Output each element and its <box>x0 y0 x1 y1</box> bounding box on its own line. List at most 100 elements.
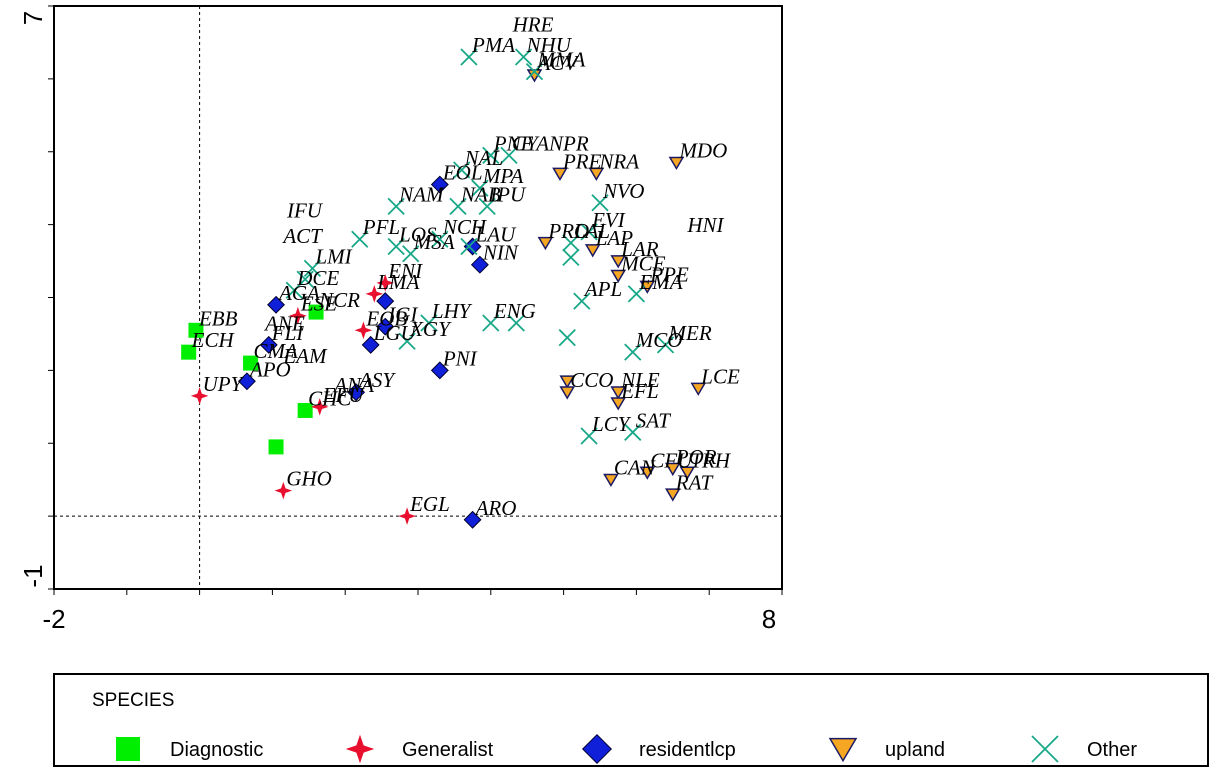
diagnostic-point-marker <box>188 322 204 338</box>
generalist-point-marker <box>190 387 209 405</box>
point-label: MPA <box>482 164 524 188</box>
resident-point-marker <box>463 510 482 529</box>
point-label: LCE <box>700 365 740 389</box>
point-label: IFU <box>286 198 324 222</box>
upland-point-marker <box>664 462 681 477</box>
resident-point-marker <box>376 292 395 311</box>
other-point-marker <box>514 48 533 66</box>
point-label: EOL <box>442 161 483 185</box>
point-label: CMA <box>254 339 299 363</box>
point-label: TRH <box>690 448 732 472</box>
other-point-marker <box>387 197 405 216</box>
point-label: ESE <box>300 292 337 316</box>
upland-point-marker <box>584 244 601 258</box>
other-point-marker <box>471 179 489 197</box>
point-label: PRO <box>547 219 589 243</box>
point-label: LAL <box>573 219 610 243</box>
upland-point-marker <box>537 236 554 251</box>
data-points <box>181 48 707 529</box>
point-label: ACT <box>281 224 323 248</box>
point-label: ENI <box>387 259 423 283</box>
generalist-point-marker <box>274 481 293 500</box>
legend-label-resident: residentlcp <box>639 739 736 761</box>
point-label: CYANPR <box>512 131 589 155</box>
resident-point-marker <box>430 175 449 194</box>
point-label: GHO <box>286 467 332 491</box>
legend-label-upland: upland <box>885 739 945 761</box>
upland-point-marker <box>690 382 707 396</box>
upland-point-marker <box>679 466 696 480</box>
x-tick-label-min: -2 <box>42 604 65 634</box>
upland-point-marker <box>639 466 656 480</box>
other-point-marker <box>431 230 449 248</box>
point-label: POR <box>675 445 717 469</box>
legend-marker-other <box>1031 735 1059 763</box>
legend-marker-diagnostic <box>116 737 140 761</box>
resident-point-marker <box>347 383 366 402</box>
point-label: NAL <box>464 146 504 170</box>
point-label: PFL <box>362 215 400 239</box>
upland-point-marker <box>668 156 685 171</box>
point-label: EFU <box>322 383 366 407</box>
resident-point-marker <box>259 335 278 354</box>
other-point-marker <box>624 343 642 361</box>
other-point-marker <box>285 281 303 299</box>
other-point-marker <box>387 237 405 256</box>
y-tick-label-max: 7 <box>18 11 48 25</box>
legend-marker-resident <box>581 733 613 765</box>
y-tick-label-min: -1 <box>18 564 48 587</box>
diagnostic-point-marker <box>297 402 313 418</box>
point-label: AGA <box>277 281 320 305</box>
point-label: CHC <box>308 386 352 410</box>
point-label: NAB <box>460 182 501 206</box>
other-point-marker <box>449 197 467 216</box>
point-label: PMA <box>471 33 515 57</box>
other-point-marker <box>627 285 646 303</box>
legend: SPECIES Diagnostic Generalist residentlcp u… <box>53 673 1209 767</box>
point-label: LHY <box>431 299 473 323</box>
other-point-marker <box>482 314 500 332</box>
other-point-marker <box>460 237 478 256</box>
point-label: IGI <box>387 303 418 327</box>
upland-point-marker <box>610 255 627 269</box>
other-point-marker <box>562 248 580 267</box>
point-label: EGL <box>409 492 450 516</box>
point-label: EMA <box>638 270 682 294</box>
other-point-marker <box>351 230 369 248</box>
resident-point-marker <box>267 295 285 314</box>
generalist-point-marker <box>310 398 329 416</box>
point-label: UPY <box>203 372 245 396</box>
point-label: NLE <box>620 368 660 392</box>
point-label: APO <box>248 357 291 381</box>
point-label: PPE <box>649 263 689 287</box>
point-label: LOS <box>398 222 437 246</box>
other-point-marker <box>478 197 496 216</box>
point-label: ARO <box>474 496 517 520</box>
point-label: DCE <box>296 266 339 290</box>
point-label: ECH <box>191 328 236 352</box>
point-label: XGY <box>409 317 452 341</box>
diagnostic-point-marker <box>308 304 324 320</box>
legend-box <box>53 673 1209 767</box>
point-label: MSA <box>413 230 455 254</box>
point-label: APL <box>583 277 622 301</box>
upland-point-marker <box>559 386 576 400</box>
resident-point-marker <box>237 372 256 391</box>
point-label: LAU <box>475 222 518 246</box>
point-label: MMA <box>536 48 585 72</box>
point-label: LAP <box>595 226 634 250</box>
upland-point-marker <box>664 488 681 502</box>
point-label: MER <box>668 321 712 345</box>
resident-point-marker <box>430 361 449 380</box>
resident-point-marker <box>376 317 395 336</box>
point-label: ACV <box>535 51 579 75</box>
point-label: SAT <box>636 408 672 432</box>
point-label: NIN <box>482 241 519 265</box>
other-point-marker <box>303 259 322 277</box>
generalist-point-marker <box>376 274 395 292</box>
point-label: MCE <box>620 252 666 276</box>
point-label: EOB <box>365 306 407 330</box>
other-point-marker <box>453 161 471 179</box>
other-point-marker <box>402 245 420 263</box>
